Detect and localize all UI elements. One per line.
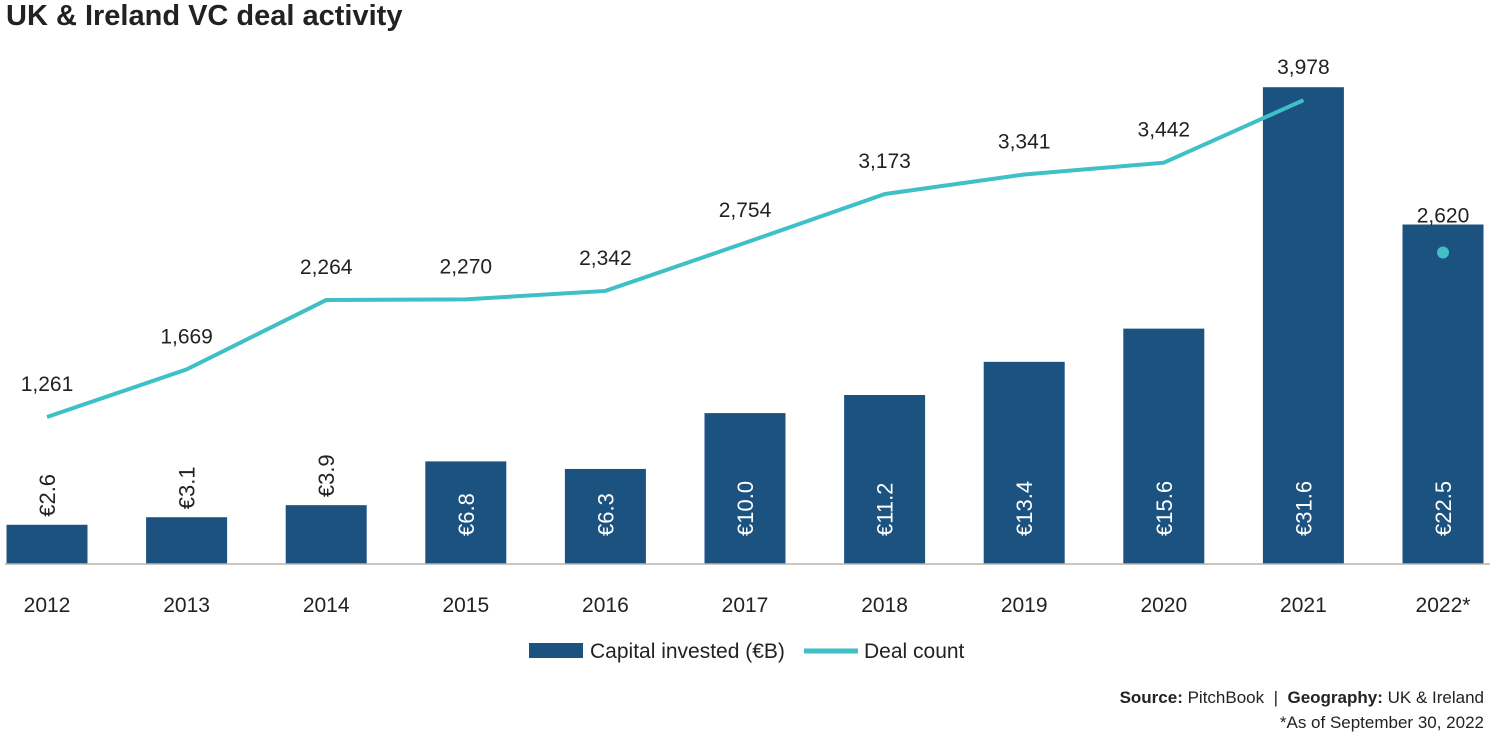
deal-count-label: 1,261 bbox=[21, 373, 74, 396]
bar-value-label: €31.6 bbox=[1291, 481, 1316, 536]
x-tick-label: 2015 bbox=[442, 594, 489, 617]
bar bbox=[1262, 87, 1344, 564]
legend-label-capital: Capital invested (€B) bbox=[590, 640, 785, 663]
bar bbox=[1402, 224, 1484, 564]
x-tick-label: 2013 bbox=[163, 594, 210, 617]
bar-value-label: €6.3 bbox=[593, 493, 618, 536]
geography-label: Geography: bbox=[1287, 688, 1383, 707]
bar-value-label: €2.6 bbox=[35, 474, 60, 517]
bar bbox=[425, 461, 507, 564]
source-value: PitchBook bbox=[1187, 688, 1265, 707]
deal-count-label: 2,264 bbox=[300, 256, 353, 279]
x-tick-label: 2020 bbox=[1140, 594, 1187, 617]
bar bbox=[844, 395, 926, 564]
bar bbox=[1123, 328, 1205, 564]
legend-swatch-capital bbox=[529, 643, 583, 658]
bar-value-label: €11.2 bbox=[873, 483, 898, 536]
deal-count-label: 3,173 bbox=[858, 150, 911, 173]
bar-value-label: €3.1 bbox=[175, 466, 200, 509]
geography-value: UK & Ireland bbox=[1387, 688, 1484, 707]
legend-label-deal-count: Deal count bbox=[864, 640, 965, 663]
bar bbox=[704, 413, 786, 564]
source-line: Source: PitchBook | Geography: UK & Irel… bbox=[1120, 688, 1484, 708]
deal-count-label: 3,978 bbox=[1277, 56, 1330, 79]
bar-value-label: €10.0 bbox=[733, 481, 758, 536]
bar-value-label: €6.8 bbox=[454, 493, 479, 536]
deal-count-label: 1,669 bbox=[160, 325, 213, 348]
separator: | bbox=[1273, 688, 1279, 707]
bar bbox=[6, 524, 88, 564]
bar bbox=[983, 361, 1065, 564]
bar bbox=[564, 468, 646, 564]
deal-count-label: 3,442 bbox=[1138, 119, 1191, 142]
x-tick-label: 2022* bbox=[1416, 594, 1471, 617]
deal-count-label: 2,270 bbox=[440, 255, 493, 278]
bar-value-label: €3.9 bbox=[314, 454, 339, 497]
x-tick-label: 2018 bbox=[861, 594, 908, 617]
deal-count-line bbox=[46, 98, 1305, 419]
deal-count-label: 2,754 bbox=[719, 199, 772, 222]
deal-count-label: 3,341 bbox=[998, 130, 1051, 153]
source-label: Source: bbox=[1119, 688, 1183, 707]
x-tick-label: 2016 bbox=[582, 594, 629, 617]
bar bbox=[285, 505, 367, 564]
x-tick-label: 2017 bbox=[722, 594, 769, 617]
x-tick-label: 2012 bbox=[24, 594, 71, 617]
x-tick-label: 2021 bbox=[1280, 594, 1327, 617]
bar-value-label: €22.5 bbox=[1431, 481, 1456, 536]
x-tick-label: 2019 bbox=[1001, 594, 1048, 617]
deal-count-label: 2,620 bbox=[1417, 205, 1470, 228]
chart-title: UK & Ireland VC deal activity bbox=[6, 0, 403, 32]
deal-count-label: 2,342 bbox=[579, 247, 632, 270]
bar bbox=[146, 517, 228, 564]
x-tick-label: 2014 bbox=[303, 594, 350, 617]
bar-value-label: €15.6 bbox=[1152, 481, 1177, 536]
footnote: *As of September 30, 2022 bbox=[1279, 713, 1484, 732]
bar-value-label: €13.4 bbox=[1012, 481, 1037, 536]
deal-count-point bbox=[1437, 246, 1449, 259]
